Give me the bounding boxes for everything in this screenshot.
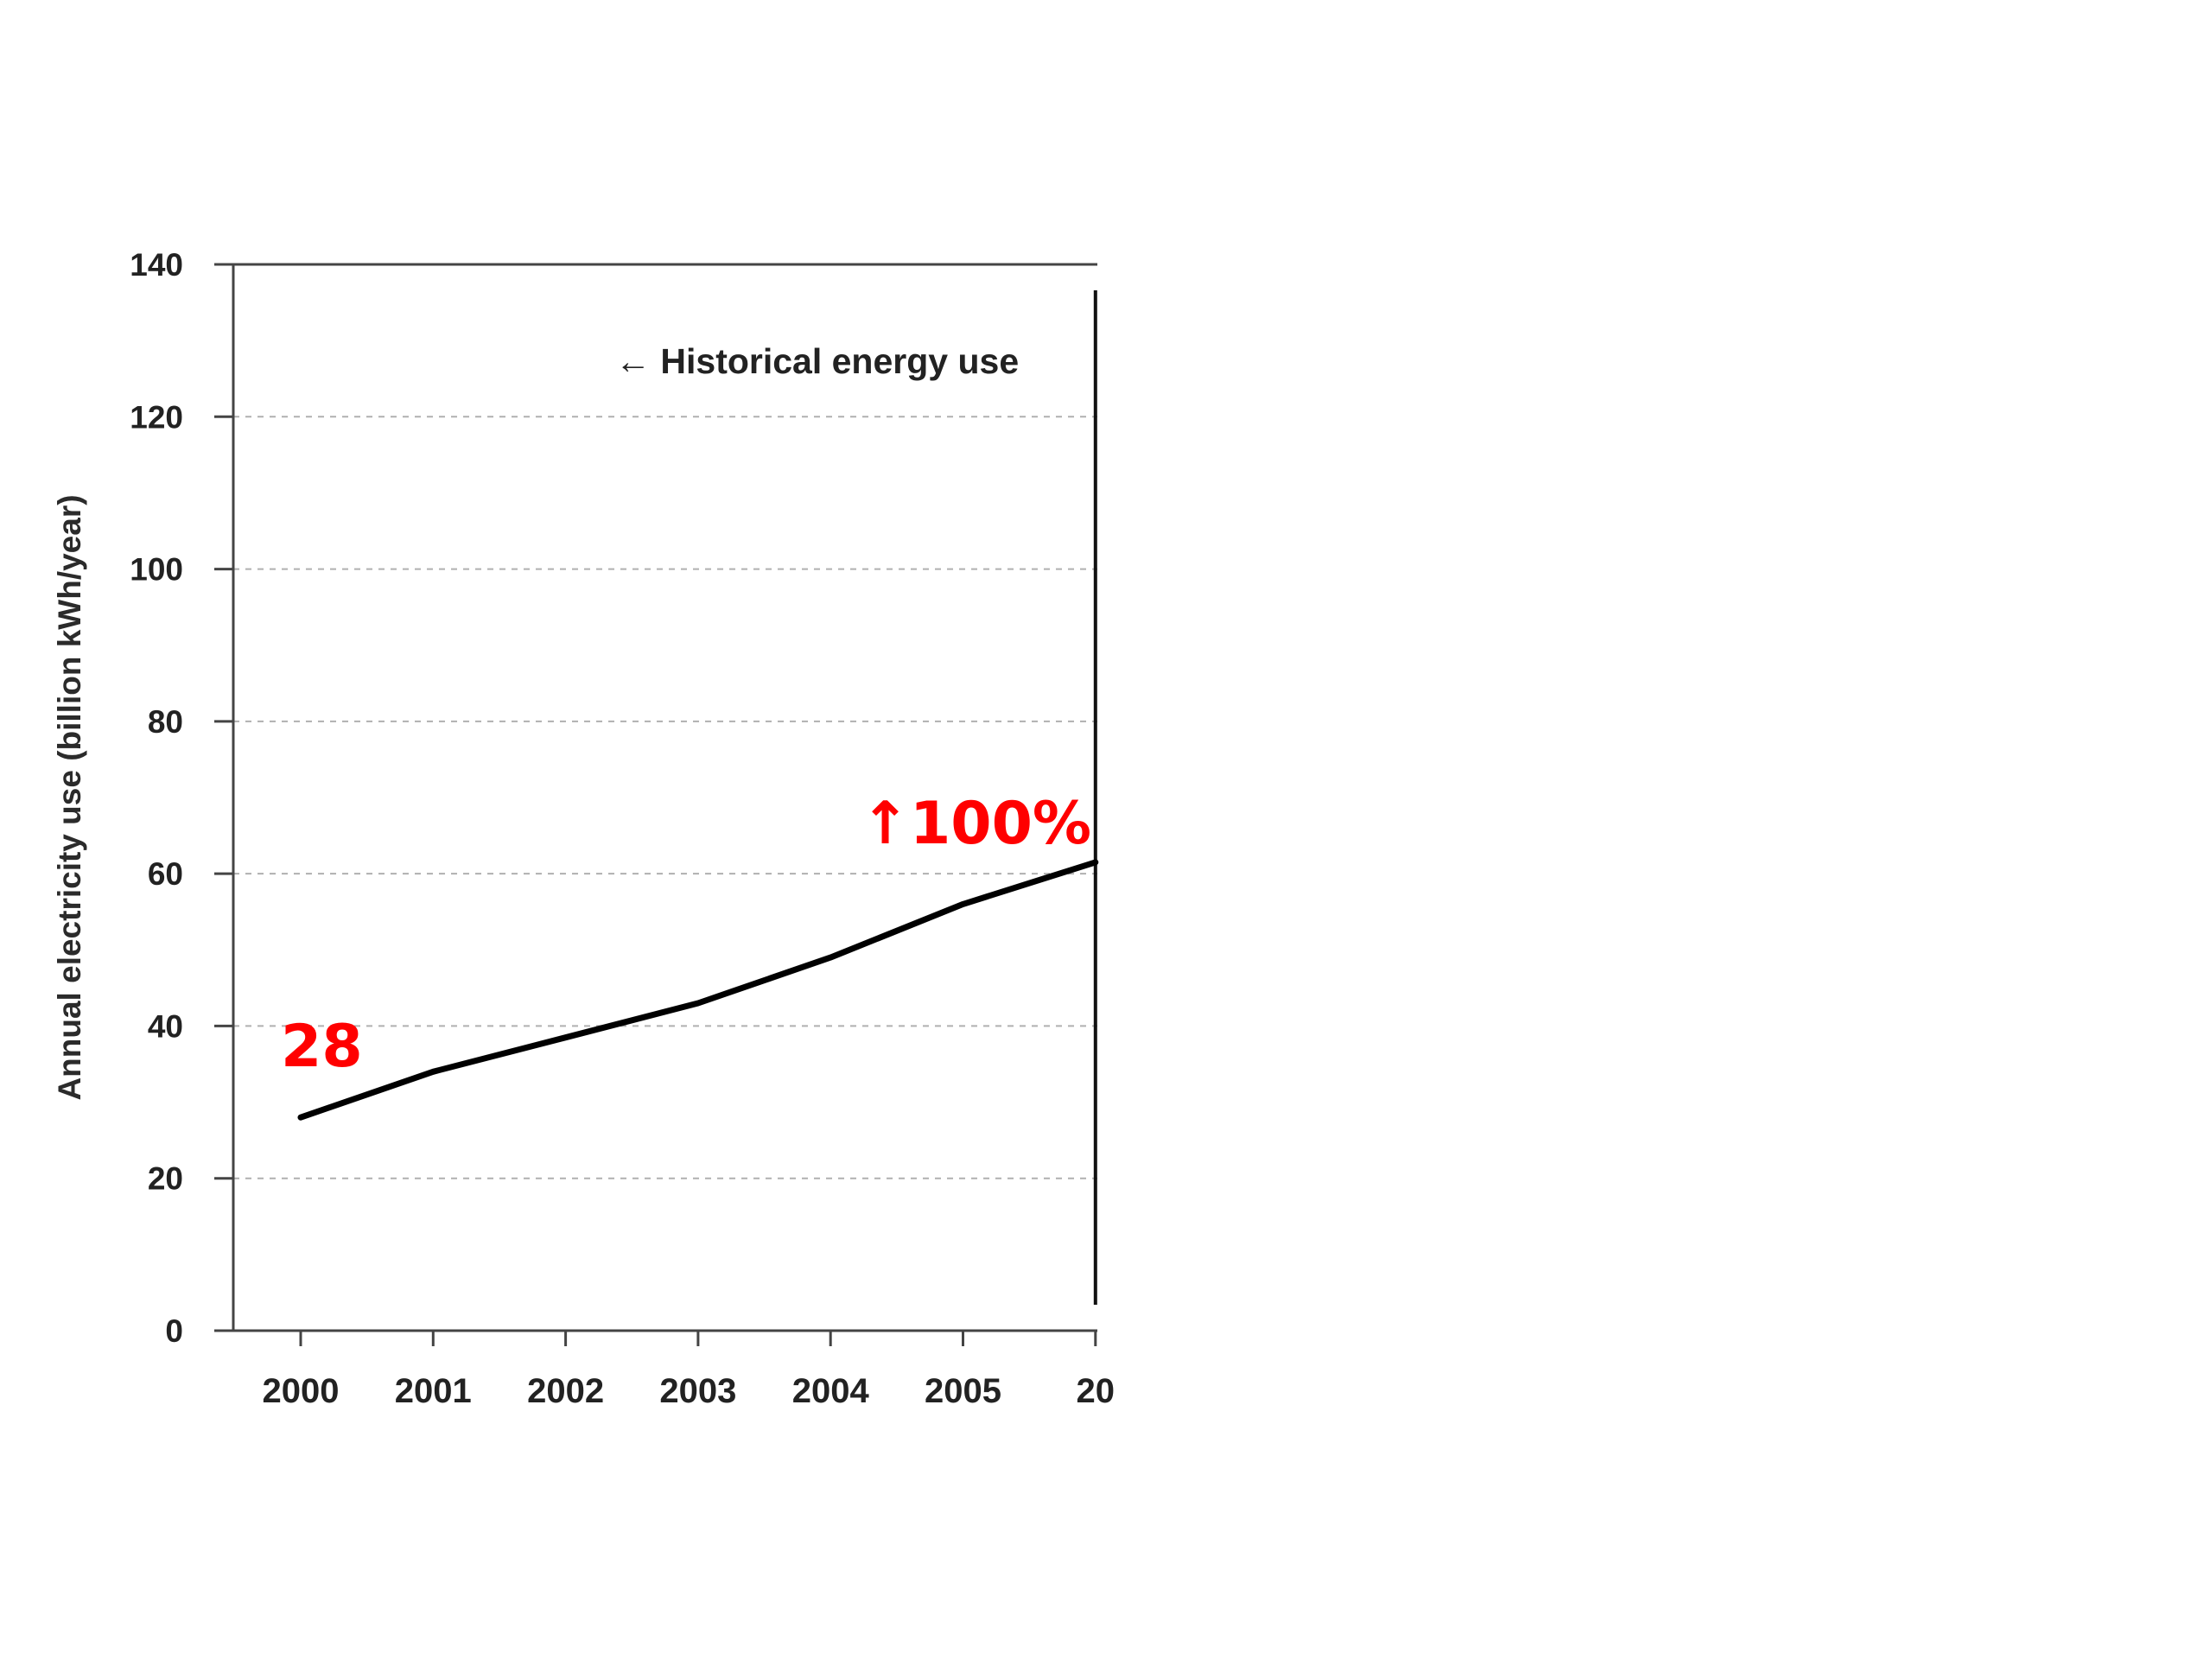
x-tick-label: 2003 <box>659 1372 736 1410</box>
x-tick-label: 2002 <box>527 1372 604 1410</box>
y-tick-label: 80 <box>148 704 183 740</box>
growth-percent-callout: ↑100% <box>861 790 1091 858</box>
y-axis-label: Annual electricity use (billion kWh/year… <box>52 494 87 1100</box>
x-tick-label: 2005 <box>925 1372 1001 1410</box>
historical-energy-use-note: ← Historical energy use <box>615 341 1019 381</box>
x-tick-label: 2001 <box>395 1372 472 1410</box>
x-axis-ticks: 2000 2001 2002 2003 2004 2005 20 <box>263 1331 1116 1410</box>
axes <box>232 263 1097 1332</box>
start-value-callout: 28 <box>281 1013 363 1081</box>
y-tick-label: 140 <box>130 247 183 283</box>
y-axis-ticks: 0 20 40 60 80 100 120 140 <box>130 247 233 1349</box>
y-tick-label: 120 <box>130 399 183 435</box>
y-tick-label: 100 <box>130 552 183 588</box>
x-tick-label: 20 <box>1077 1372 1116 1410</box>
y-tick-label: 60 <box>148 856 183 892</box>
y-tick-label: 0 <box>165 1313 183 1349</box>
y-tick-label: 40 <box>148 1008 183 1044</box>
x-tick-label: 2000 <box>263 1372 340 1410</box>
x-tick-label: 2004 <box>792 1372 870 1410</box>
series-line <box>297 859 1099 1121</box>
y-tick-label: 20 <box>148 1161 183 1197</box>
series-group <box>297 859 1099 1121</box>
